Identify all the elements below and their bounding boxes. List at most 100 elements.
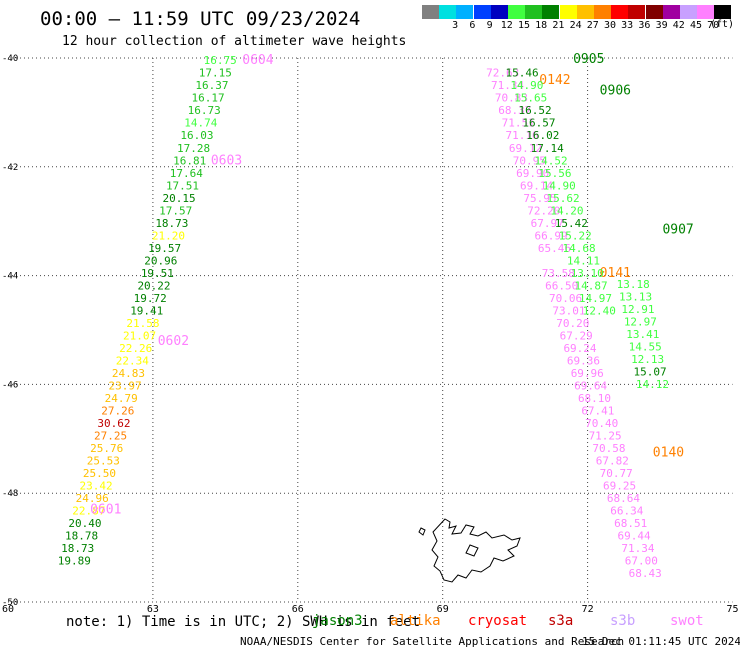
scale-swatch bbox=[697, 5, 715, 19]
swh-value: 15.65 bbox=[514, 92, 547, 105]
swh-value: 14.90 bbox=[510, 79, 543, 92]
swh-value: 17.14 bbox=[531, 142, 564, 155]
swh-value: 27.25 bbox=[94, 430, 127, 443]
swh-value: 25.53 bbox=[87, 455, 120, 468]
map-subtitle: 12 hour collection of altimeter wave hei… bbox=[62, 34, 407, 49]
swh-value: 67.29 bbox=[560, 329, 593, 342]
swh-value: 70.06 bbox=[549, 292, 582, 305]
scale-swatch bbox=[508, 5, 525, 19]
swh-value: 12.40 bbox=[583, 304, 616, 317]
scale-swatch bbox=[473, 5, 491, 19]
scale-tick-label: 21 bbox=[552, 20, 565, 31]
swh-value: 30.62 bbox=[97, 417, 130, 430]
swh-value: 17.51 bbox=[166, 179, 199, 192]
lon-tick-label: 63 bbox=[147, 604, 159, 615]
swh-value: 14.97 bbox=[579, 292, 612, 305]
swh-value: 14.55 bbox=[629, 340, 662, 353]
swh-value: 68.64 bbox=[607, 492, 640, 505]
scale-swatch bbox=[490, 5, 508, 19]
pass-time-label: 0907 bbox=[662, 222, 693, 237]
swh-value: 14.52 bbox=[534, 154, 567, 167]
swh-value: 17.57 bbox=[159, 204, 192, 217]
swh-value: 68.43 bbox=[629, 567, 662, 580]
scale-swatch bbox=[611, 5, 629, 19]
scale-tick-label: 45 bbox=[689, 20, 703, 31]
swh-value: 27.26 bbox=[101, 405, 134, 418]
swh-value: 70.40 bbox=[585, 417, 618, 430]
swh-value: 71.25 bbox=[589, 430, 622, 443]
swh-value: 67.00 bbox=[625, 555, 658, 568]
swh-value: 69.44 bbox=[618, 530, 651, 543]
scale-swatch bbox=[542, 5, 560, 19]
swh-value: 66.99 bbox=[534, 229, 567, 242]
swh-value: 73.01 bbox=[552, 304, 585, 317]
pass-time-label: 0142 bbox=[539, 73, 570, 88]
swh-value: 16.02 bbox=[526, 129, 559, 142]
swh-value: 20.15 bbox=[163, 192, 196, 205]
swh-value: 14.20 bbox=[550, 204, 583, 217]
pass-time-label: 0601 bbox=[90, 503, 121, 518]
scale-tick-label: 9 bbox=[486, 20, 493, 31]
swh-value: 70.83 bbox=[495, 92, 528, 105]
swh-value: 14.74 bbox=[184, 117, 217, 130]
swh-value: 15.46 bbox=[505, 67, 538, 80]
swh-value: 66.34 bbox=[610, 505, 643, 518]
island-outline bbox=[431, 518, 521, 583]
swh-value: 70.77 bbox=[600, 467, 633, 480]
satellite-jason3: jason3 bbox=[312, 613, 363, 629]
pass-time-label: 0141 bbox=[600, 266, 631, 281]
pass-time-label: 0604 bbox=[242, 53, 273, 68]
scale-swatch bbox=[525, 5, 543, 19]
scale-swatch bbox=[628, 5, 646, 19]
scale-swatch bbox=[576, 5, 594, 19]
scale-swatch bbox=[594, 5, 611, 19]
swh-value: 16.03 bbox=[180, 129, 213, 142]
map-title: 00:00 – 11:59 UTC 09/23/2024 bbox=[40, 8, 361, 30]
scale-tick-label: 27 bbox=[586, 20, 599, 31]
swh-value: 20.40 bbox=[68, 517, 101, 530]
lon-tick-label: 75 bbox=[726, 604, 738, 615]
swh-value: 17.28 bbox=[177, 142, 210, 155]
lat-tick-label: -46 bbox=[2, 380, 18, 390]
swh-value: 71.34 bbox=[491, 79, 524, 92]
swh-value: 13.13 bbox=[619, 290, 652, 303]
footnote: note: 1) Time is in UTC; 2) SWH is in fe… bbox=[66, 614, 421, 630]
pass-time-label: 0905 bbox=[573, 52, 604, 67]
swh-value: 21.58 bbox=[126, 317, 159, 330]
swh-value: 67.41 bbox=[581, 405, 614, 418]
lat-tick-label: -44 bbox=[2, 272, 18, 282]
island-outline bbox=[465, 544, 479, 557]
swh-value: 14.87 bbox=[575, 279, 608, 292]
swh-value: 14.90 bbox=[543, 179, 576, 192]
swh-value: 72.63 bbox=[486, 67, 519, 80]
swh-value: 22.87 bbox=[72, 505, 105, 518]
swh-value: 12.97 bbox=[624, 315, 657, 328]
swh-value: 16.73 bbox=[188, 104, 221, 117]
swh-value: 15.42 bbox=[555, 217, 588, 230]
scale-tick-label: 39 bbox=[655, 20, 668, 31]
swh-value: 15.62 bbox=[547, 192, 580, 205]
swh-value: 25.76 bbox=[90, 442, 123, 455]
swh-value: 71.51 bbox=[502, 117, 535, 130]
satellite-swot: swot bbox=[670, 613, 704, 629]
swh-value: 24.96 bbox=[76, 492, 109, 505]
swh-value: 20.96 bbox=[144, 254, 177, 267]
swh-value: 16.81 bbox=[173, 154, 206, 167]
swh-value: 25.50 bbox=[83, 467, 116, 480]
swh-value: 65.46 bbox=[538, 242, 571, 255]
swh-value: 67.82 bbox=[596, 455, 629, 468]
swh-value: 16.57 bbox=[522, 117, 555, 130]
lon-tick-label: 69 bbox=[437, 604, 449, 615]
swh-value: 68.37 bbox=[498, 104, 531, 117]
pass-time-label: 0603 bbox=[211, 153, 242, 168]
scale-swatch bbox=[645, 5, 663, 19]
swh-value: 72.20 bbox=[527, 204, 560, 217]
swh-value: 12.91 bbox=[621, 303, 654, 316]
swh-value: 73.58 bbox=[542, 267, 575, 280]
scale-tick-label: 30 bbox=[603, 20, 617, 31]
swh-value: 12.13 bbox=[631, 353, 664, 366]
swh-value: 68.10 bbox=[578, 392, 611, 405]
swh-value: 69.24 bbox=[563, 342, 596, 355]
scale-tick-label: 15 bbox=[517, 20, 531, 31]
